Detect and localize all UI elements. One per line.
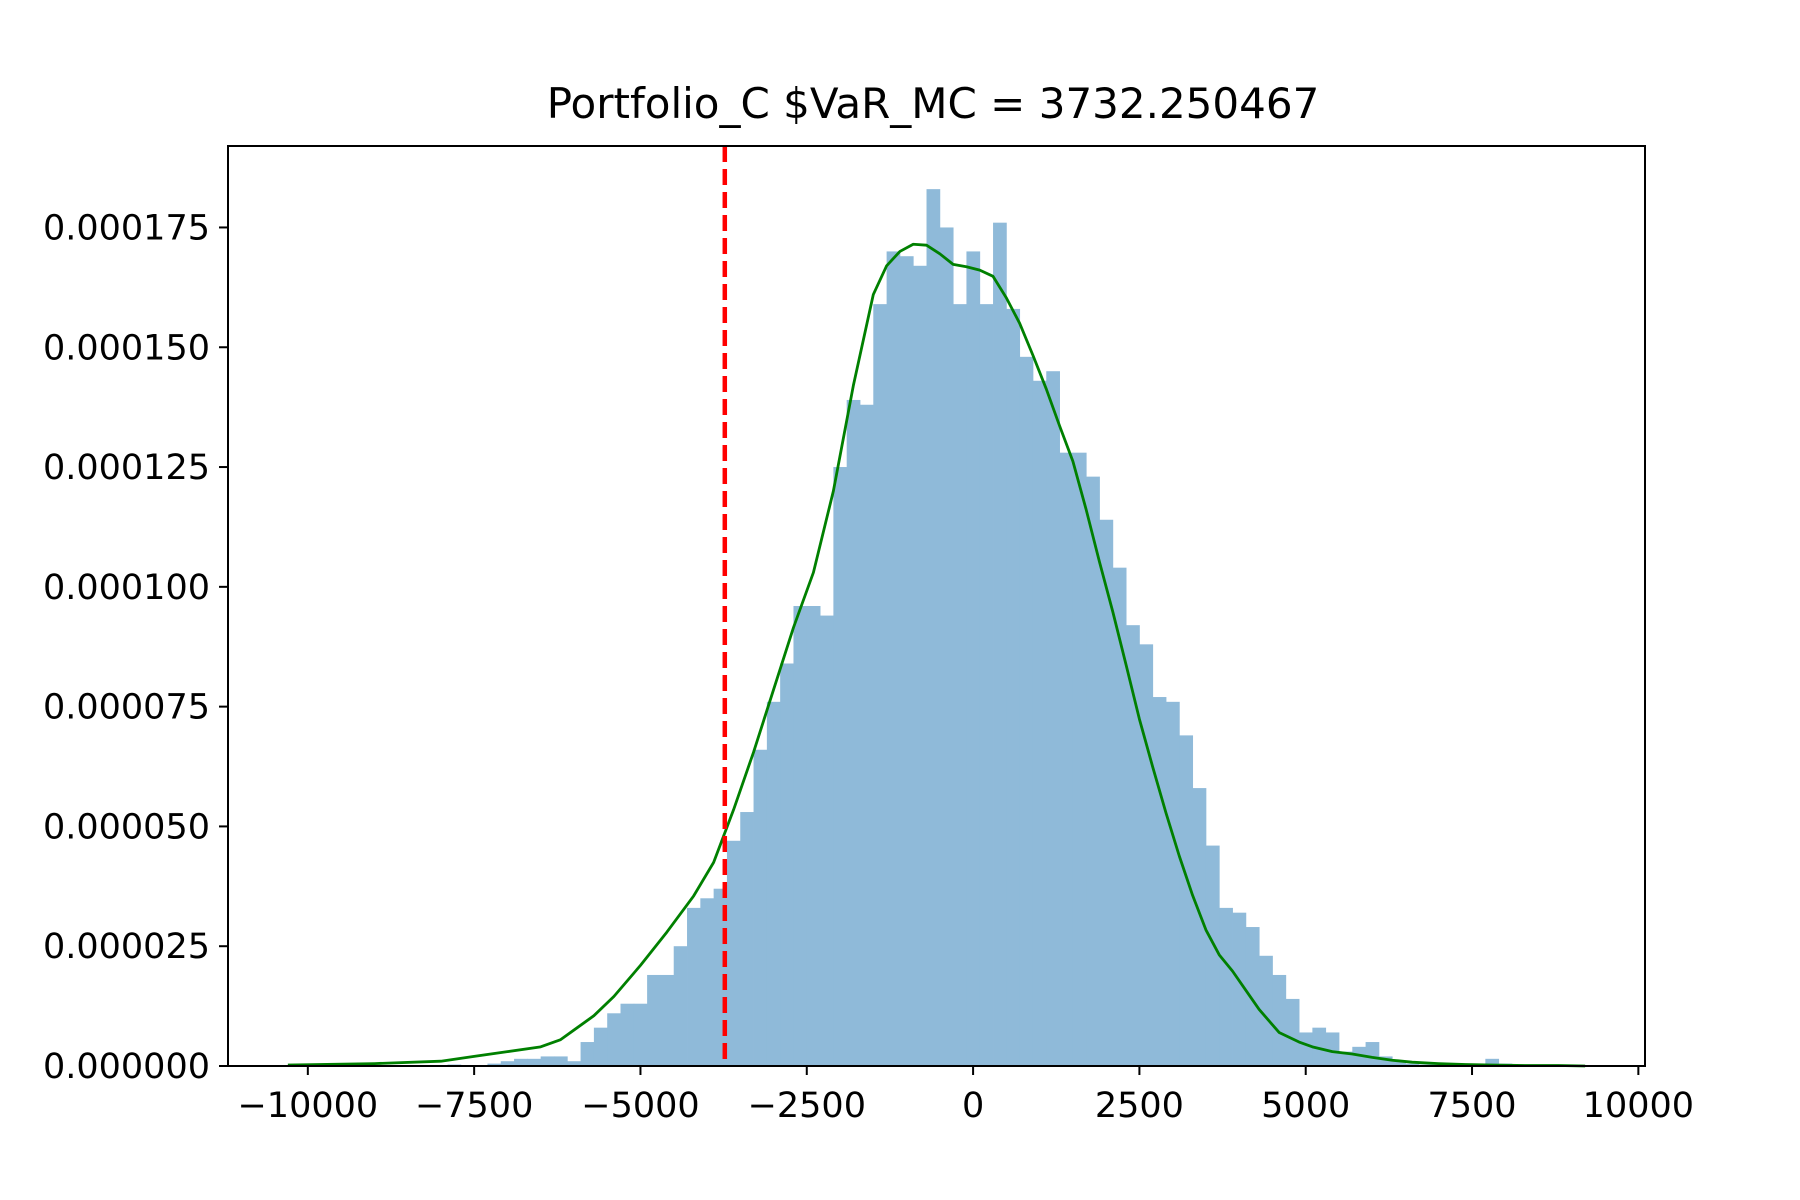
histogram-bar [1405,1063,1420,1066]
histogram-bar [1299,1032,1313,1066]
histogram-bar [514,1058,528,1066]
histogram-bar [1166,701,1180,1066]
y-tick-label: 0.000125 [43,448,210,488]
histogram-bar [899,256,914,1067]
histogram-bar [1392,1061,1406,1066]
x-tick-label: −7500 [415,1086,533,1126]
x-tick-label: −2500 [748,1086,866,1126]
histogram-bar [979,304,994,1066]
histogram-bar [780,663,794,1066]
histogram-bar [966,251,981,1067]
axes: −10000 −7500 −5000 −2500 0 2500 5000 7500 10000 0… [43,145,1694,1126]
histogram-bar [1205,845,1220,1066]
histogram-bar [1139,644,1154,1066]
histogram-bar [1485,1058,1500,1066]
histogram-bar [939,227,954,1066]
histogram-bar [1086,476,1100,1067]
histogram-bar [687,907,701,1067]
x-tick-label: 10000 [1583,1086,1694,1126]
histogram-bar [913,265,927,1066]
x-tick-label: 0 [962,1086,984,1126]
histogram-bar [726,840,741,1066]
x-tick-label: −5000 [581,1086,699,1126]
histogram-bar [833,467,848,1066]
y-tick-label: 0.000075 [43,688,210,728]
histogram-bar [553,1056,568,1066]
histogram-bar [633,1003,648,1066]
histogram-bar [1365,1042,1380,1066]
histogram-bar [1006,308,1021,1066]
histogram-bar [1378,1056,1393,1066]
y-tick-label: 0.000025 [43,927,210,967]
histogram-bar [926,189,941,1067]
histogram-bar [1152,697,1167,1066]
y-tick-label: 0.000150 [43,328,210,368]
histogram-bar [1112,567,1127,1066]
histogram-bar [806,606,821,1066]
histogram-bar [647,974,661,1066]
histogram-bar [580,1042,595,1066]
histogram-bar [593,1027,608,1066]
x-tick-label: −10000 [237,1086,378,1126]
histogram-bar [673,946,688,1066]
histogram-bar [607,1013,621,1066]
histogram-bar [1232,912,1247,1066]
histogram-bar [567,1061,581,1066]
y-tick-label: 0.000175 [43,208,210,248]
histogram-bar [993,222,1007,1067]
histogram-bar [846,399,861,1067]
histogram-bar [527,1058,542,1066]
histogram-bar [793,606,808,1066]
histogram-bar [740,812,754,1066]
histogram-bar [873,304,888,1066]
histogram-bar [1245,927,1260,1066]
histogram-bar [953,304,967,1066]
histogram-bar [1325,1032,1340,1066]
histogram-bar [1338,1051,1353,1067]
y-tick-label: 0.000100 [43,568,210,608]
histogram-bar [820,615,834,1066]
plot-frame [227,145,1646,1067]
histogram-bar [1259,955,1273,1066]
histogram-bar [1126,625,1140,1066]
plot-area [287,146,1586,1068]
histogram-bar [1019,356,1034,1067]
x-tick-label: 2500 [1095,1086,1184,1126]
y-tick-label: 0.000000 [43,1047,210,1087]
histogram-bar [1219,907,1233,1067]
histogram-bar [1099,519,1114,1066]
x-tick-label: 5000 [1261,1086,1350,1126]
histogram-bar [753,749,768,1066]
histogram-bar [1179,735,1194,1067]
histogram-bar [1192,788,1207,1066]
histogram-bar [766,701,781,1066]
histogram-bar [1272,974,1287,1066]
histogram-bar [1032,380,1047,1066]
histogram-bar [1072,452,1087,1066]
histogram-bar [700,898,715,1066]
histogram-bar [540,1056,555,1066]
histogram-bar [886,251,901,1067]
histogram-bar [620,1003,635,1066]
histogram-bar [487,1063,502,1066]
histogram-bar [860,404,874,1066]
x-tick-label: 7500 [1427,1086,1516,1126]
histogram-bar [1059,452,1074,1066]
histogram-bar [500,1061,515,1066]
histogram-bar [1285,998,1300,1066]
y-tick-label: 0.000050 [43,807,210,847]
histogram-bar [660,974,675,1066]
histogram-bar [1312,1027,1327,1066]
histogram-bar [1046,371,1060,1067]
chart-title: Portfolio_C $VaR_MC = 3732.250467 [547,79,1320,128]
kde-line [287,242,1586,1068]
